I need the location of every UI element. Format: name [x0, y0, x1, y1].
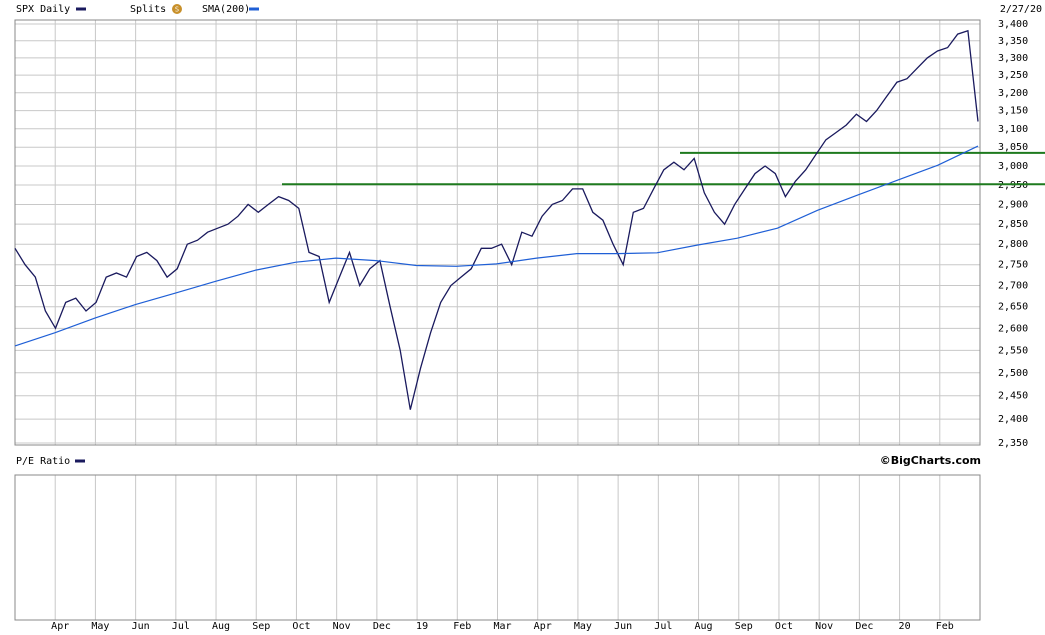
legend-swatch — [172, 4, 182, 14]
x-tick-label: Jul — [654, 621, 672, 632]
y-tick-label: 2,350 — [998, 438, 1028, 449]
y-tick-label: 3,150 — [998, 106, 1028, 117]
legend-label: SPX Daily — [16, 4, 70, 15]
y-tick-label: 2,650 — [998, 302, 1028, 313]
x-tick-label: Jun — [614, 621, 632, 632]
date-label: 2/27/20 — [1000, 4, 1042, 15]
x-tick-label: Nov — [815, 621, 833, 632]
x-tick-label: Feb — [936, 621, 954, 632]
y-tick-label: 2,600 — [998, 323, 1028, 334]
y-tick-label: 3,050 — [998, 142, 1028, 153]
price-line — [14, 29, 979, 410]
x-tick-label: Dec — [373, 621, 391, 632]
x-tick-label: Aug — [212, 621, 230, 632]
y-tick-label: 3,300 — [998, 53, 1028, 64]
y-tick-label: 2,400 — [998, 414, 1028, 425]
x-tick-label: 20 — [899, 621, 911, 632]
legend-label: SMA(200) — [202, 4, 250, 15]
x-tick-label: Dec — [855, 621, 873, 632]
x-tick-label: Jun — [132, 621, 150, 632]
x-tick-label: Sep — [252, 621, 270, 632]
panel-frame — [14, 474, 981, 621]
x-tick-label: Sep — [735, 621, 753, 632]
plot-frame — [14, 19, 981, 446]
y-tick-label: 3,400 — [998, 19, 1028, 30]
credit: ©BigCharts.com — [880, 454, 981, 467]
legend-label: Splits — [130, 4, 166, 15]
y-tick-label: 3,250 — [998, 70, 1028, 81]
x-tick-label: May — [574, 621, 592, 632]
x-tick-label: Oct — [775, 621, 793, 632]
x-tick-label: Apr — [51, 621, 69, 632]
y-tick-label: 3,000 — [998, 161, 1028, 172]
y-tick-label: 2,450 — [998, 391, 1028, 402]
legend-icon: S — [175, 6, 179, 14]
y-tick-label: 2,900 — [998, 199, 1028, 210]
sma-line — [14, 145, 979, 347]
x-tick-label: Apr — [534, 621, 552, 632]
y-tick-label: 2,750 — [998, 260, 1028, 271]
y-tick-label: 2,700 — [998, 281, 1028, 292]
x-tick-label: May — [91, 621, 109, 632]
y-tick-label: 3,200 — [998, 88, 1028, 99]
x-tick-label: Jul — [172, 621, 190, 632]
x-tick-label: Feb — [453, 621, 471, 632]
x-tick-label: Oct — [292, 621, 310, 632]
x-tick-label: Nov — [333, 621, 351, 632]
y-tick-label: 3,350 — [998, 36, 1028, 47]
x-tick-label: Mar — [493, 621, 511, 632]
y-tick-label: 2,500 — [998, 368, 1028, 379]
y-tick-label: 2,800 — [998, 239, 1028, 250]
y-tick-label: 2,550 — [998, 345, 1028, 356]
y-tick-label: 2,950 — [998, 180, 1028, 191]
panel-title: P/E Ratio — [16, 456, 70, 467]
x-tick-label: 19 — [416, 621, 428, 632]
x-tick-label: Aug — [695, 621, 713, 632]
y-tick-label: 3,100 — [998, 124, 1028, 135]
y-tick-label: 2,850 — [998, 219, 1028, 230]
